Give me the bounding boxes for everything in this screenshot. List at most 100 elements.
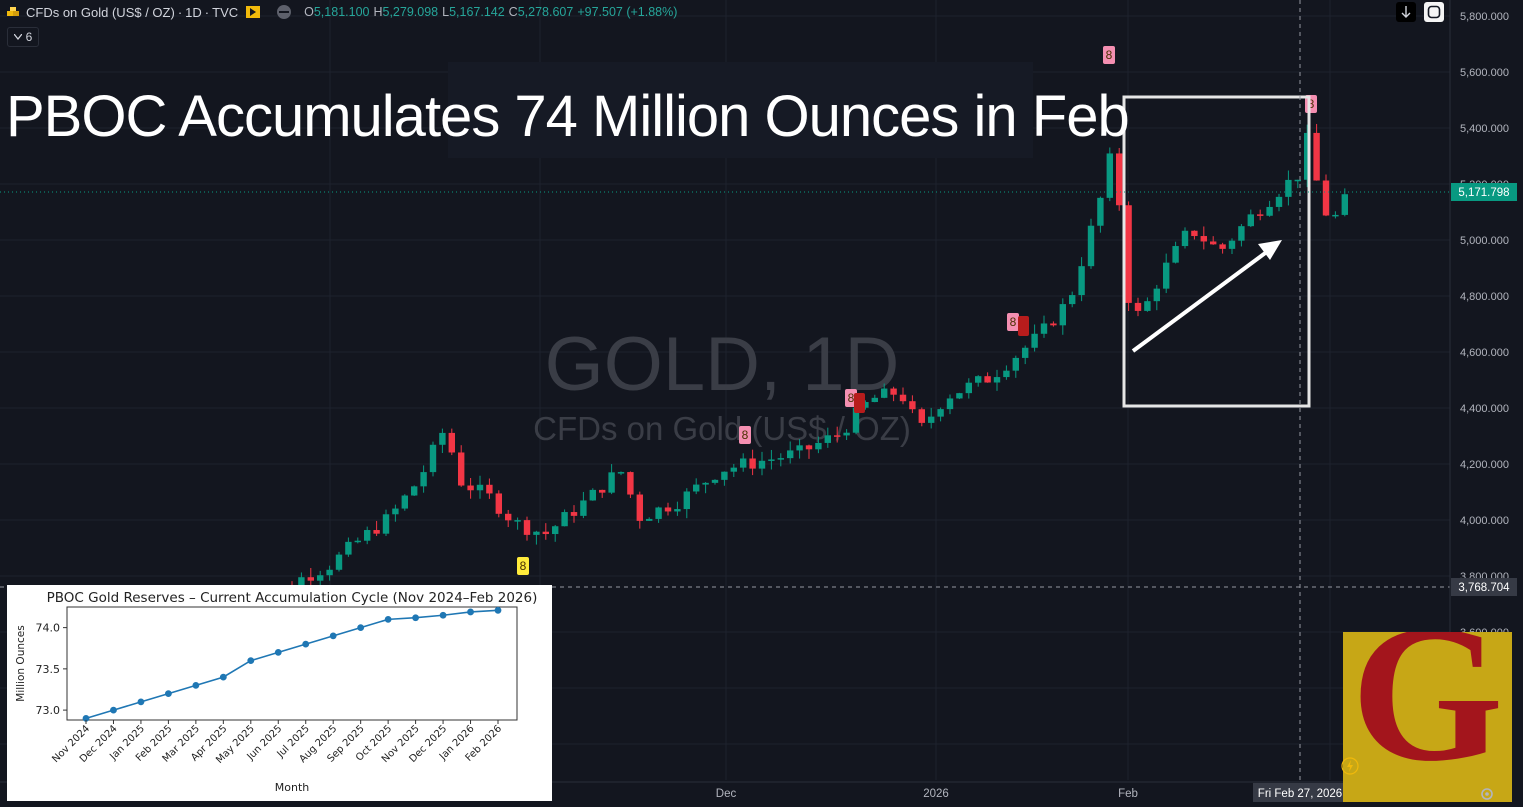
flag-icon[interactable]	[244, 5, 266, 19]
candle-body	[589, 489, 596, 501]
price-tick-label: 4,400.000	[1460, 403, 1509, 415]
candle-body	[373, 530, 380, 534]
candle-body	[364, 530, 371, 541]
logo-letter: G	[1351, 632, 1504, 802]
candle-body	[909, 401, 916, 410]
marker-down-badge	[854, 393, 865, 413]
candle-body	[664, 507, 672, 512]
price-tick-label: 5,800.000	[1460, 11, 1509, 23]
candle-body	[1163, 262, 1170, 289]
inset-data-point	[82, 714, 90, 722]
candle-body	[317, 575, 324, 581]
candle-body	[307, 577, 314, 581]
inset-ylabel: Million Ounces	[15, 625, 27, 701]
candle-body	[768, 459, 775, 461]
chart-header: CFDs on Gold (US$ / OZ) · 1D · TVC O5,18…	[0, 0, 677, 24]
inset-ytick-label: 73.0	[36, 704, 61, 717]
candle-body	[918, 409, 925, 423]
candle-body	[787, 450, 794, 459]
candle-body	[683, 491, 690, 510]
close-value: C5,278.607	[508, 5, 574, 19]
headline-panel	[448, 62, 1033, 158]
candle-body	[627, 472, 634, 495]
time-tick-label: 2026	[923, 788, 949, 800]
high-value: H5,279.098	[373, 5, 439, 19]
candle-body	[505, 513, 512, 521]
candle-body	[570, 512, 578, 516]
inset-xlabel: Month	[275, 781, 310, 794]
symbol-name[interactable]: CFDs on Gold (US$ / OZ)	[26, 4, 175, 20]
candle-body	[674, 509, 681, 512]
inset-data-point	[192, 681, 200, 689]
interval-label[interactable]: 1D	[185, 4, 202, 20]
marker-label: 8	[1106, 48, 1113, 62]
candle-body	[580, 500, 587, 516]
candle-body	[1341, 194, 1348, 215]
candle-body	[1087, 225, 1095, 267]
scroll-down-button[interactable]	[1396, 2, 1416, 22]
candle-body	[495, 493, 502, 514]
candle-body	[1332, 214, 1339, 217]
candle-body	[1022, 347, 1029, 358]
candle-body	[1228, 240, 1236, 249]
candle-body	[1219, 244, 1226, 249]
candle-body	[815, 442, 822, 450]
inset-data-point	[329, 632, 337, 640]
minus-circle-icon[interactable]	[272, 4, 296, 20]
price-tick-label: 4,600.000	[1460, 347, 1509, 359]
candle-body	[1078, 266, 1085, 296]
candle-body	[392, 508, 399, 515]
candle-body	[401, 495, 408, 509]
watermark-symbol: GOLD, 1D	[545, 322, 900, 407]
candle-body	[1040, 323, 1048, 334]
marker-down-badge	[1018, 316, 1029, 336]
price-tick-label: 4,800.000	[1460, 291, 1509, 303]
candle-body	[1285, 179, 1292, 197]
candle-body	[730, 467, 737, 472]
source-label: TVC	[212, 4, 239, 20]
candle-body	[1191, 230, 1198, 237]
candle-body	[824, 435, 831, 443]
price-tick-label: 4,200.000	[1460, 459, 1509, 471]
low-value: L5,167.142	[442, 5, 505, 19]
candle-body	[523, 520, 531, 535]
fullscreen-button[interactable]	[1424, 2, 1444, 22]
marker-badge	[1007, 313, 1019, 331]
price-tick-label: 4,000.000	[1460, 515, 1509, 527]
crosshair-date-label: Fri Feb 27, 2026	[1258, 788, 1342, 800]
inset-data-point	[274, 648, 282, 656]
publisher-logo: G	[1343, 632, 1512, 802]
inset-data-point	[247, 657, 255, 665]
candle-body	[382, 514, 390, 534]
candle-body	[467, 485, 474, 491]
candle-body	[1313, 132, 1320, 181]
headline-text: PBOC Accumulates 74 Million Ounces in Fe…	[6, 83, 1130, 149]
price-tick-label: 5,400.000	[1460, 123, 1509, 135]
chevron-down-icon	[13, 34, 22, 40]
highlight-rectangle	[1122, 95, 1311, 408]
candle-body	[646, 518, 653, 521]
separator: ·	[204, 4, 210, 20]
lightning-icon[interactable]	[1340, 756, 1360, 776]
candle-body	[1210, 241, 1217, 245]
candle-body	[1294, 179, 1301, 182]
candle-body	[1238, 226, 1245, 241]
candle-body	[1125, 205, 1132, 303]
candle-body	[1050, 323, 1057, 326]
current-price-tag[interactable]	[1451, 183, 1517, 201]
candle-body	[852, 407, 860, 433]
candle-body	[458, 452, 465, 486]
symbol-info[interactable]: CFDs on Gold (US$ / OZ) · 1D · TVC	[0, 4, 296, 20]
settings-gear-icon[interactable]	[1477, 784, 1497, 804]
indicators-toggle[interactable]: 6	[7, 27, 39, 47]
candle-body	[740, 458, 747, 468]
candle-body	[937, 409, 944, 417]
inset-ytick-label: 73.5	[36, 663, 61, 676]
candle-body	[298, 577, 305, 589]
candle-body	[1003, 370, 1010, 378]
current-price-label: 5,171.798	[1458, 187, 1509, 199]
candle-body	[1304, 132, 1311, 180]
candle-body	[881, 388, 888, 398]
candle-body	[862, 402, 869, 408]
